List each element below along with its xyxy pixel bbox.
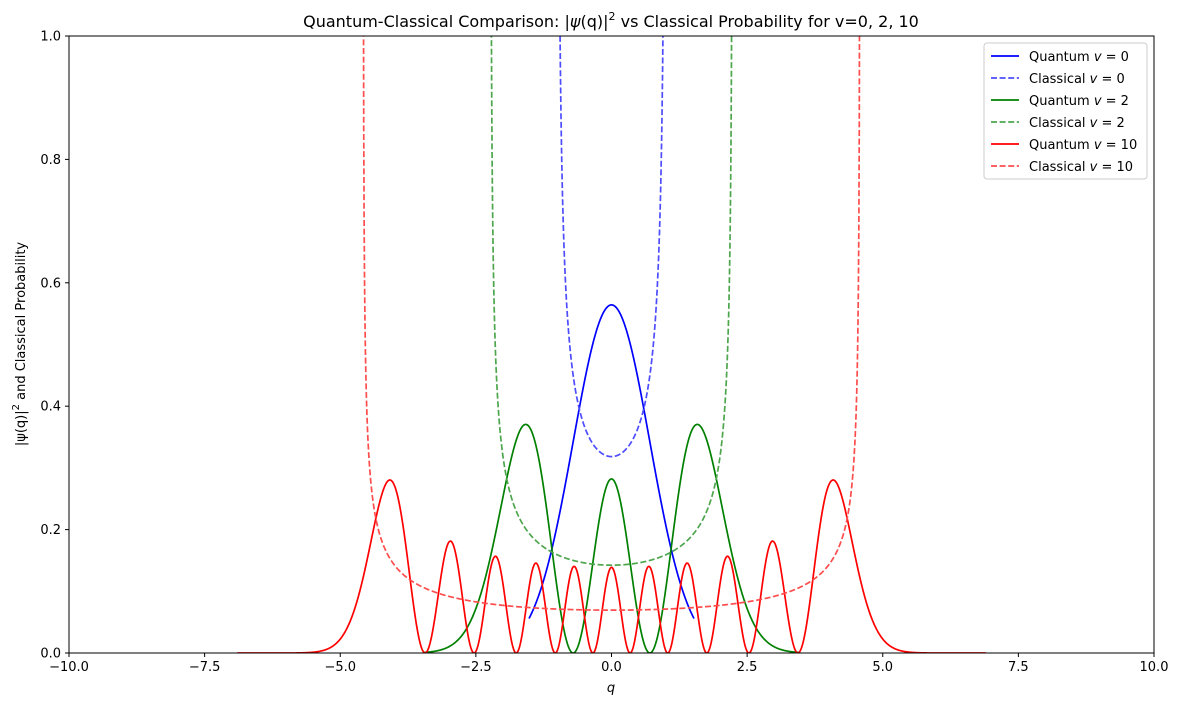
chart-title: Quantum-Classical Comparison: |ψ(q)|2 vs… <box>303 10 919 31</box>
series-line-quantum-v0 <box>528 304 695 619</box>
x-tick-label: −7.5 <box>189 660 221 675</box>
y-axis-label: |ψ(q)|2 and Classical Probability <box>11 242 29 447</box>
x-axis-label: q <box>607 681 615 696</box>
y-tick-label: 1.0 <box>40 30 61 45</box>
legend-label: Quantum v = 10 <box>1029 138 1137 153</box>
plot-frame <box>68 35 1155 654</box>
legend-label: Quantum v = 0 <box>1029 50 1129 65</box>
series-line-quantum-v10 <box>237 479 986 653</box>
series-line-classical-v2 <box>490 36 733 567</box>
legend: Quantum v = 0 Classical v = 0 Quantum v = … <box>983 42 1148 180</box>
x-tick-label: 5.0 <box>872 660 893 675</box>
series-line-classical-v0 <box>559 36 664 458</box>
y-tick-label: 0.8 <box>40 153 61 168</box>
legend-label: Quantum v = 2 <box>1029 94 1129 109</box>
legend-box <box>983 42 1148 180</box>
series-line-classical-v10 <box>362 36 861 611</box>
x-tick-label: 2.5 <box>737 660 758 675</box>
y-tick-label: 0.0 <box>40 647 61 662</box>
x-tick-label: 10.0 <box>1140 660 1169 675</box>
x-tick-label: 7.5 <box>1008 660 1029 675</box>
x-tick-label: −2.5 <box>460 660 492 675</box>
series-layer <box>237 36 986 653</box>
y-tick-label: 0.2 <box>40 523 61 538</box>
x-tick-label: 0.0 <box>601 660 622 675</box>
legend-label: Classical v = 10 <box>1029 160 1133 175</box>
series-line-quantum-v2 <box>424 423 799 653</box>
y-tick-label: 0.4 <box>40 400 61 415</box>
y-tick-label: 0.6 <box>40 276 61 291</box>
ticks-layer: −10.0 −7.5 −5.0 −2.5 0.0 2.5 5.0 7.5 10.0 0.0 0.2 0… <box>40 30 1168 676</box>
legend-label: Classical v = 2 <box>1029 116 1125 131</box>
x-tick-label: −5.0 <box>324 660 356 675</box>
x-tick-label: −10.0 <box>49 660 89 675</box>
legend-label: Classical v = 0 <box>1029 72 1125 87</box>
